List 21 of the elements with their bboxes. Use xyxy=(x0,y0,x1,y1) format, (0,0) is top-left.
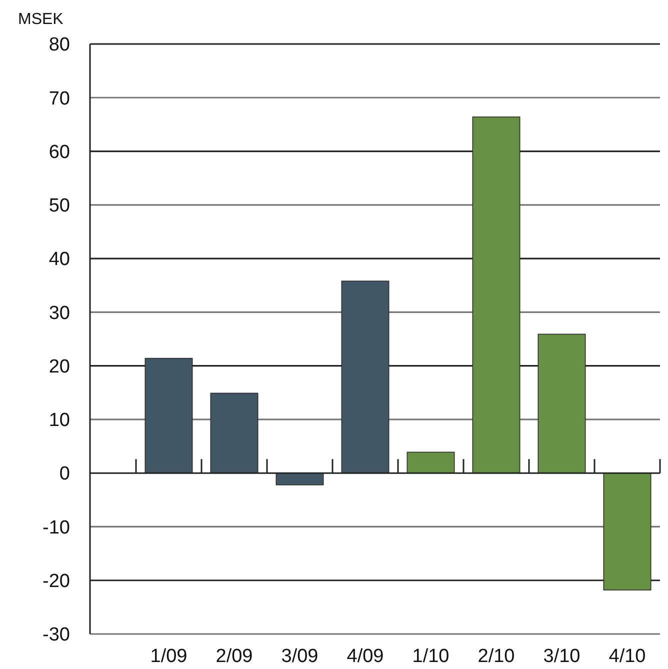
y-tick-label: 20 xyxy=(48,356,70,378)
x-tick-label: 1/09 xyxy=(150,646,188,667)
y-tick-label: -20 xyxy=(42,571,70,592)
x-tick-label: 2/09 xyxy=(216,646,253,667)
y-tick-label: -30 xyxy=(42,624,70,646)
y-tick-label: 0 xyxy=(59,464,70,485)
y-tick-label: 40 xyxy=(48,249,70,270)
y-axis-title: MSEK xyxy=(18,11,64,28)
x-tick-label: 3/09 xyxy=(281,646,318,667)
y-tick-label: 60 xyxy=(48,142,70,163)
y-tick-label: 10 xyxy=(48,410,70,432)
y-tick-label: 50 xyxy=(48,196,70,217)
x-tick-label: 4/09 xyxy=(346,646,384,667)
x-tick-label: 3/10 xyxy=(543,646,580,667)
y-tick-label: 30 xyxy=(48,302,70,324)
y-tick-label: 80 xyxy=(48,34,70,56)
x-tick-label: 4/10 xyxy=(608,646,646,667)
y-tick-label: 70 xyxy=(48,88,70,110)
y-tick-label: -10 xyxy=(42,517,70,538)
x-tick-label: 2/10 xyxy=(478,646,515,667)
x-tick-label: 1/10 xyxy=(412,646,450,667)
